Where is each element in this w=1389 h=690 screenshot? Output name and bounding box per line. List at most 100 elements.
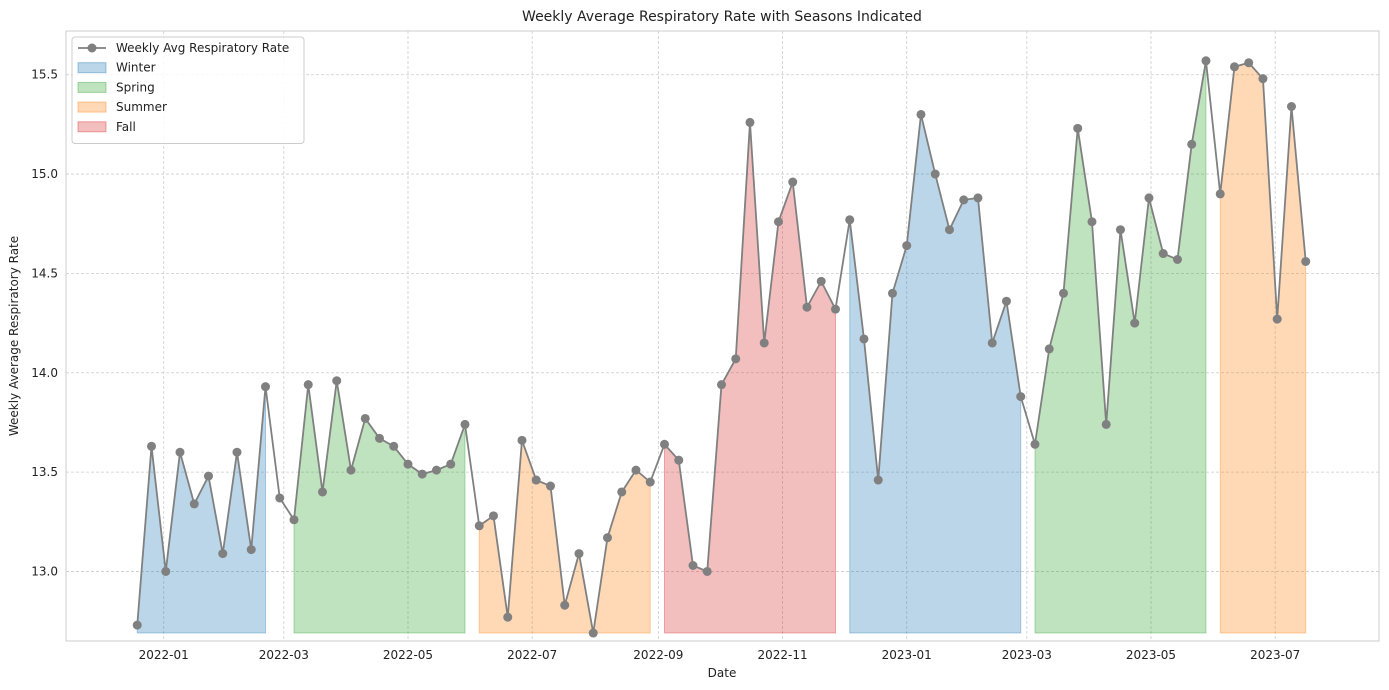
y-tick-label: 13.0 (31, 564, 58, 578)
data-point (845, 215, 855, 225)
legend-box (71, 36, 305, 144)
data-point (446, 459, 456, 469)
data-point (759, 338, 769, 348)
data-point (574, 549, 584, 559)
y-tick-label: 15.5 (31, 68, 58, 82)
data-point (688, 560, 698, 570)
data-point (1286, 102, 1296, 112)
data-point (1016, 392, 1026, 402)
data-point (773, 217, 783, 227)
chart-title: Weekly Average Respiratory Rate with Sea… (522, 9, 922, 25)
data-point (460, 419, 470, 429)
data-point (175, 447, 185, 457)
y-tick-label: 14.5 (31, 266, 58, 280)
data-point (987, 338, 997, 348)
legend-label: Spring (116, 80, 155, 94)
data-point (218, 549, 228, 559)
data-point (389, 441, 399, 451)
data-point (802, 302, 812, 312)
data-point (1215, 189, 1225, 199)
data-point (602, 533, 612, 543)
data-point (503, 612, 513, 622)
data-point (289, 515, 299, 525)
data-point (902, 241, 912, 251)
y-tick-label: 14.0 (31, 366, 58, 380)
data-point (816, 276, 826, 286)
data-point (859, 334, 869, 344)
data-point (1229, 62, 1239, 72)
data-point (1187, 139, 1197, 149)
legend-marker-swatch (87, 43, 97, 53)
data-point (731, 354, 741, 364)
legend-patch-swatch (77, 101, 107, 113)
data-point (560, 600, 570, 610)
data-point (332, 376, 342, 386)
season-fill-summer (1219, 62, 1307, 634)
legend-label: Summer (116, 100, 167, 114)
x-tick-label: 2022-05 (383, 648, 433, 662)
data-point (1172, 255, 1182, 265)
y-tick-label: 13.5 (31, 465, 58, 479)
data-point (631, 465, 641, 475)
data-point (887, 288, 897, 298)
data-point (745, 117, 755, 127)
legend-label: Winter (116, 61, 156, 75)
data-point (973, 193, 983, 203)
data-point (517, 435, 527, 445)
data-point (431, 465, 441, 475)
legend-patch-swatch (77, 62, 107, 74)
data-point (1144, 193, 1154, 203)
data-point (246, 545, 256, 555)
data-point (360, 413, 370, 423)
data-point (588, 628, 598, 638)
data-point (417, 469, 427, 479)
x-tick-label: 2023-01 (882, 648, 932, 662)
x-tick-label: 2023-03 (1002, 648, 1052, 662)
y-axis-title: Weekly Average Respiratory Rate (7, 236, 21, 436)
legend-patch-swatch (77, 81, 107, 93)
x-tick-label: 2023-07 (1250, 648, 1300, 662)
legend-patch-swatch (77, 121, 107, 133)
data-point (1272, 314, 1282, 324)
data-point (959, 195, 969, 205)
legend-label: Weekly Avg Respiratory Rate (116, 41, 289, 55)
data-point (617, 487, 627, 497)
data-point (1158, 249, 1168, 259)
data-point (1058, 288, 1068, 298)
data-point (275, 493, 285, 503)
data-point (260, 382, 270, 392)
data-series (132, 56, 1311, 638)
data-point (1201, 56, 1211, 66)
x-tick-label: 2023-05 (1126, 648, 1176, 662)
data-point (303, 380, 313, 390)
x-axis-ticks: 2022-01 2022-03 2022-05 2022-07 2022-09 2022-… (139, 648, 1301, 662)
x-axis-title: Date (708, 666, 737, 680)
data-point (944, 225, 954, 235)
data-point (788, 177, 798, 187)
data-point (531, 475, 541, 485)
data-point (1258, 74, 1268, 84)
data-point (146, 441, 156, 451)
data-point (830, 304, 840, 314)
y-tick-label: 15.0 (31, 167, 58, 181)
data-point (1073, 123, 1083, 133)
data-point (1044, 344, 1054, 354)
data-point (1087, 217, 1097, 227)
data-point (1001, 296, 1011, 306)
data-point (873, 475, 883, 485)
data-point (132, 620, 142, 630)
data-point (716, 380, 726, 390)
data-point (317, 487, 327, 497)
data-point (1130, 318, 1140, 328)
y-axis-ticks: 13.0 13.5 14.0 14.5 15.0 15.5 (31, 68, 58, 579)
data-point (1301, 256, 1311, 266)
legend-label: Fall (116, 120, 136, 134)
data-point (189, 499, 199, 509)
data-point (645, 477, 655, 487)
legend: Weekly Avg Respiratory Rate Winter Spring S… (71, 36, 305, 144)
data-point (1101, 419, 1111, 429)
data-point (916, 109, 926, 119)
data-point (488, 511, 498, 521)
